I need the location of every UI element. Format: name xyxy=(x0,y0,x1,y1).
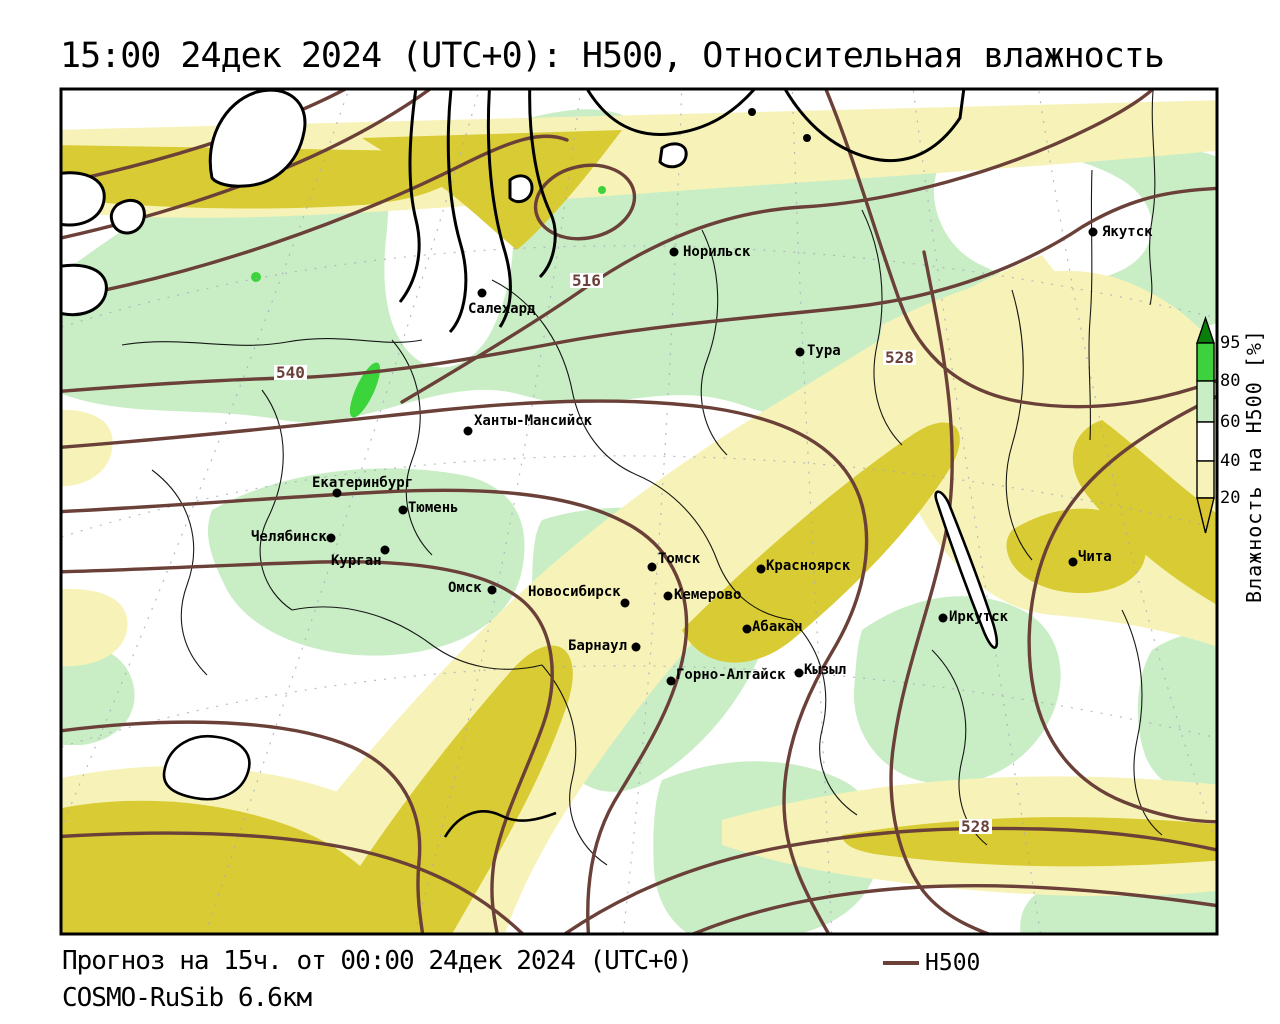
city-label-norilsk: Норильск xyxy=(683,244,751,260)
city-label-tomsk: Томск xyxy=(658,551,701,567)
city-dot xyxy=(794,668,804,678)
city-label-ekaterinburg: Екатеринбург xyxy=(312,475,414,491)
city-dot xyxy=(669,247,679,257)
contour-label-528-upper: 528 xyxy=(883,348,916,367)
contour-label-528-lower: 528 xyxy=(959,817,992,836)
city-label-yakutsk: Якутск xyxy=(1102,224,1153,240)
city-dot xyxy=(1068,557,1078,567)
city-dot xyxy=(795,347,805,357)
city-label-kemerovo: Кемерово xyxy=(674,587,742,603)
graticule-layer xyxy=(62,90,1216,933)
city-dot xyxy=(326,533,336,543)
colorbar-axis-title: Влажность на H500 [%] xyxy=(1242,329,1266,603)
contour-label-540: 540 xyxy=(274,363,307,382)
city-dot xyxy=(620,598,630,608)
city-dot xyxy=(742,624,752,634)
city-dot xyxy=(1088,227,1098,237)
city-label-krasnoyarsk: Красноярск xyxy=(766,558,851,574)
contour-label-516: 516 xyxy=(570,271,603,290)
city-label-irkutsk: Иркутск xyxy=(949,609,1009,625)
city-label-tyumen: Тюмень xyxy=(408,500,459,516)
coastline-layer xyxy=(62,90,999,838)
colorbar-tick-40: 40 xyxy=(1220,451,1241,471)
high-humidity-spots xyxy=(251,186,606,418)
city-dot xyxy=(756,564,766,574)
city-dot xyxy=(398,505,408,515)
city-label-chita: Чита xyxy=(1078,549,1112,565)
city-dot-layer xyxy=(326,227,1098,686)
city-label-tura: Тура xyxy=(807,343,841,359)
city-label-abakan: Абакан xyxy=(752,619,803,635)
map-border xyxy=(59,87,1219,936)
city-label-kyzyl: Кызыл xyxy=(804,662,847,678)
city-dot xyxy=(938,613,948,623)
city-dot xyxy=(380,545,390,555)
colorbar-tick-20: 20 xyxy=(1220,488,1241,508)
city-dot xyxy=(663,591,673,601)
colorbar-tick-95: 95 xyxy=(1220,333,1241,353)
city-dot xyxy=(647,562,657,572)
city-dot xyxy=(463,426,473,436)
model-info: COSMO-RuSib 6.6км xyxy=(62,983,312,1013)
city-dot xyxy=(666,676,676,686)
city-dot xyxy=(477,288,487,298)
h500-legend-line xyxy=(883,961,919,965)
city-dot xyxy=(631,642,641,652)
city-dot xyxy=(487,585,497,595)
map-title: 15:00 24дек 2024 (UTC+0): H500, Относите… xyxy=(60,36,1165,76)
city-dot xyxy=(332,488,342,498)
city-label-salekhard: Салехард xyxy=(468,301,536,317)
city-label-khanty-mansiysk: Ханты-Мансийск xyxy=(474,413,593,429)
city-label-novosibirsk: Новосибирск xyxy=(528,584,621,600)
colorbar-tick-80: 80 xyxy=(1220,371,1241,391)
colorbar xyxy=(1196,315,1215,534)
city-label-barnaul: Барнаул xyxy=(568,638,628,654)
forecast-info: Прогноз на 15ч. от 00:00 24дек 2024 (UTC… xyxy=(62,946,693,976)
city-label-gorno-altaysk: Горно-Алтайск xyxy=(676,667,786,683)
h500-legend-label: H500 xyxy=(925,950,981,976)
city-label-kurgan: Курган xyxy=(331,553,382,569)
city-label-omsk: Омск xyxy=(448,580,482,596)
city-label-chelyabinsk: Челябинск xyxy=(251,529,327,545)
colorbar-tick-60: 60 xyxy=(1220,412,1241,432)
